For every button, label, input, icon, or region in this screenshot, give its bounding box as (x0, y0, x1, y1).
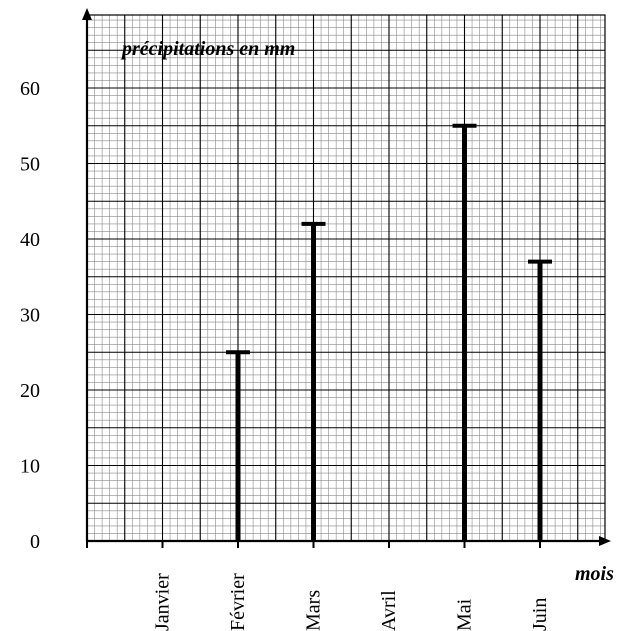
y-axis-arrow (82, 8, 92, 20)
x-tick-label: Mars (303, 590, 325, 631)
x-axis-label: mois (575, 563, 614, 585)
x-tick-label: Avril (378, 590, 400, 631)
major-grid (86, 14, 606, 542)
axes (82, 8, 611, 548)
y-tick-label: 20 (20, 380, 40, 402)
x-tick-label: Mai (454, 598, 476, 631)
x-tick-label: Février (227, 573, 249, 631)
x-tick-labels: Janvier Février Mars Avril Mai Juin (152, 573, 552, 631)
x-axis-arrow (599, 536, 611, 546)
y-tick-label: 10 (20, 456, 40, 478)
bars (226, 123, 552, 541)
y-tick-label: 50 (20, 154, 40, 176)
y-tick-label: 60 (20, 78, 40, 100)
y-axis-label: précipitations en mm (120, 38, 295, 60)
x-tick-label: Janvier (152, 573, 174, 631)
y-tick-label: 30 (20, 305, 40, 327)
y-tick-label: 0 (30, 531, 40, 553)
grid-border (86, 14, 606, 542)
x-tick-label: Juin (529, 598, 551, 631)
y-tick-label: 40 (20, 229, 40, 251)
y-tick-labels: 0 10 20 30 40 50 60 (20, 78, 40, 553)
fine-grid (86, 15, 605, 542)
